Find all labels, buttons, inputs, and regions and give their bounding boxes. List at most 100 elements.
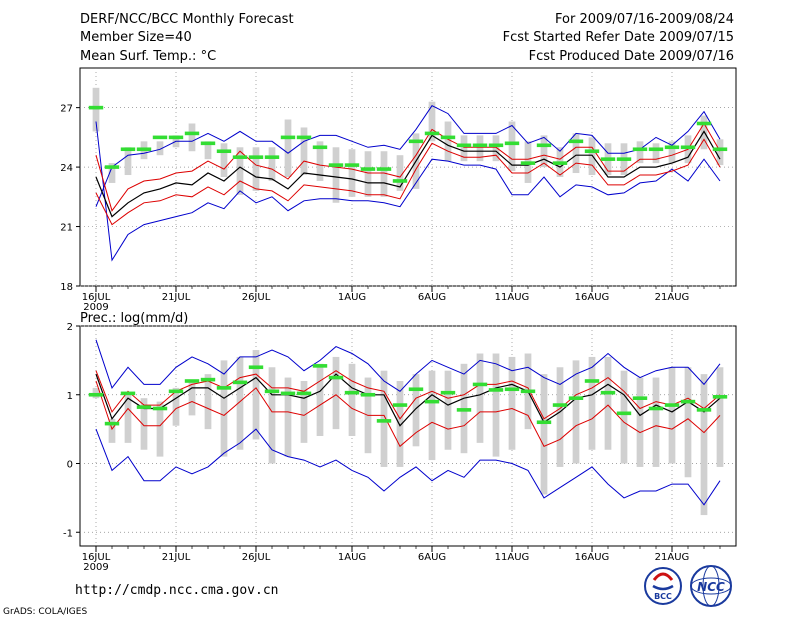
observed-marker: [312, 145, 328, 150]
grads-credit: GrADS: COLA/IGES: [3, 607, 87, 617]
min-line: [95, 428, 721, 506]
observed-marker: [184, 379, 200, 383]
observed-marker: [584, 149, 600, 154]
spread-lower-line: [95, 138, 721, 226]
ensemble-box: [396, 381, 404, 467]
observed-marker: [216, 386, 232, 390]
observed-marker: [136, 405, 152, 409]
ensemble-box: [716, 367, 724, 467]
observed-marker: [376, 419, 392, 423]
observed-marker: [232, 155, 248, 159]
ensemble-box: [508, 121, 516, 172]
observed-marker: [360, 167, 376, 171]
ensemble-box: [668, 367, 676, 464]
observed-marker: [136, 147, 152, 152]
observed-marker: [536, 420, 552, 425]
y-tick-label: 24: [60, 163, 73, 174]
observed-marker: [120, 391, 136, 396]
observed-marker: [200, 377, 216, 382]
observed-marker: [360, 392, 376, 397]
observed-marker: [600, 390, 616, 395]
header-start-date: Fcst Started Refer Date 2009/07/15: [503, 30, 734, 45]
observed-marker: [456, 143, 472, 148]
observed-marker: [264, 155, 280, 159]
ensemble-box: [92, 87, 100, 132]
spread-upper-line: [95, 370, 721, 420]
observed-marker: [168, 389, 184, 394]
ensemble-box: [460, 135, 468, 162]
ensemble-box: [444, 370, 452, 450]
y-tick-label: 21: [60, 223, 73, 234]
observed-marker: [440, 390, 456, 395]
bcc-logo-text: BCC: [654, 592, 672, 601]
observed-marker: [424, 399, 440, 404]
ensemble-box: [412, 374, 420, 447]
ensemble-box: [476, 135, 484, 162]
y-tick-label: 1: [67, 391, 73, 402]
observed-marker: [120, 147, 136, 152]
observed-marker: [504, 387, 520, 392]
observed-marker: [472, 143, 488, 148]
observed-marker: [344, 163, 360, 167]
observed-marker: [696, 408, 712, 412]
observed-marker: [88, 392, 104, 397]
ensemble-box: [252, 147, 260, 191]
ensemble-box: [236, 147, 244, 195]
observed-marker: [664, 403, 680, 407]
observed-marker: [232, 380, 248, 385]
observed-marker: [392, 403, 408, 407]
observed-marker: [712, 395, 728, 399]
x-tick-label: 16JUL: [82, 552, 111, 563]
ensemble-box: [476, 353, 484, 443]
ensemble-box: [172, 387, 180, 426]
observed-marker: [248, 155, 264, 159]
observed-marker: [104, 421, 120, 426]
x-tick-label: 1AUG: [338, 292, 366, 303]
observed-marker: [248, 365, 264, 370]
observed-marker: [536, 143, 552, 148]
header-title: DERF/NCC/BCC Monthly Forecast: [80, 12, 294, 27]
y-tick-label: 2: [67, 322, 73, 333]
observed-marker: [264, 389, 280, 394]
ensemble-box: [364, 151, 372, 197]
observed-marker: [488, 143, 504, 148]
ensemble-box: [668, 141, 676, 164]
observed-marker: [616, 411, 632, 416]
spread-upper-line: [95, 122, 721, 212]
observed-marker: [456, 408, 472, 412]
ensemble-box: [268, 367, 276, 464]
x-tick-label: 6AUG: [418, 292, 446, 303]
ensemble-box: [700, 374, 708, 516]
observed-marker: [376, 167, 392, 171]
bcc-logo-arc-icon: [652, 572, 674, 581]
observed-marker: [696, 121, 712, 126]
ensemble-box: [684, 367, 692, 478]
observed-marker: [520, 389, 536, 394]
x-tick-label: 16JUL: [82, 292, 111, 303]
ensemble-box: [620, 370, 628, 464]
ensemble-box: [188, 381, 196, 416]
max-line: [95, 121, 721, 262]
header-produced-date: Fcst Produced Date 2009/07/16: [529, 49, 734, 64]
year-label: 2009: [83, 302, 108, 313]
header-member-size: Member Size=40: [80, 30, 192, 45]
observed-marker: [520, 161, 536, 165]
observed-marker: [632, 396, 648, 400]
ensemble-box: [188, 123, 196, 152]
observed-marker: [328, 163, 344, 167]
x-tick-label: 21AUG: [655, 552, 690, 563]
observed-marker: [712, 147, 728, 152]
ensemble-box: [300, 127, 308, 176]
x-tick-label: 26JUL: [242, 552, 271, 563]
ensemble-box: [428, 101, 436, 142]
ensemble-box: [492, 135, 500, 162]
ensemble-box: [588, 356, 596, 450]
x-tick-label: 11AUG: [495, 552, 530, 563]
ensemble-box: [252, 350, 260, 440]
footer-url[interactable]: http://cmdp.ncc.cma.gov.cn: [75, 583, 279, 598]
observed-marker: [440, 135, 456, 140]
ensemble-box: [492, 353, 500, 457]
temperature-panel: 18 21 24 27 16JUL 21JUL 26JUL 1AUG 6AUG 11AUG 16AU…: [60, 67, 737, 313]
observed-marker: [344, 390, 360, 395]
